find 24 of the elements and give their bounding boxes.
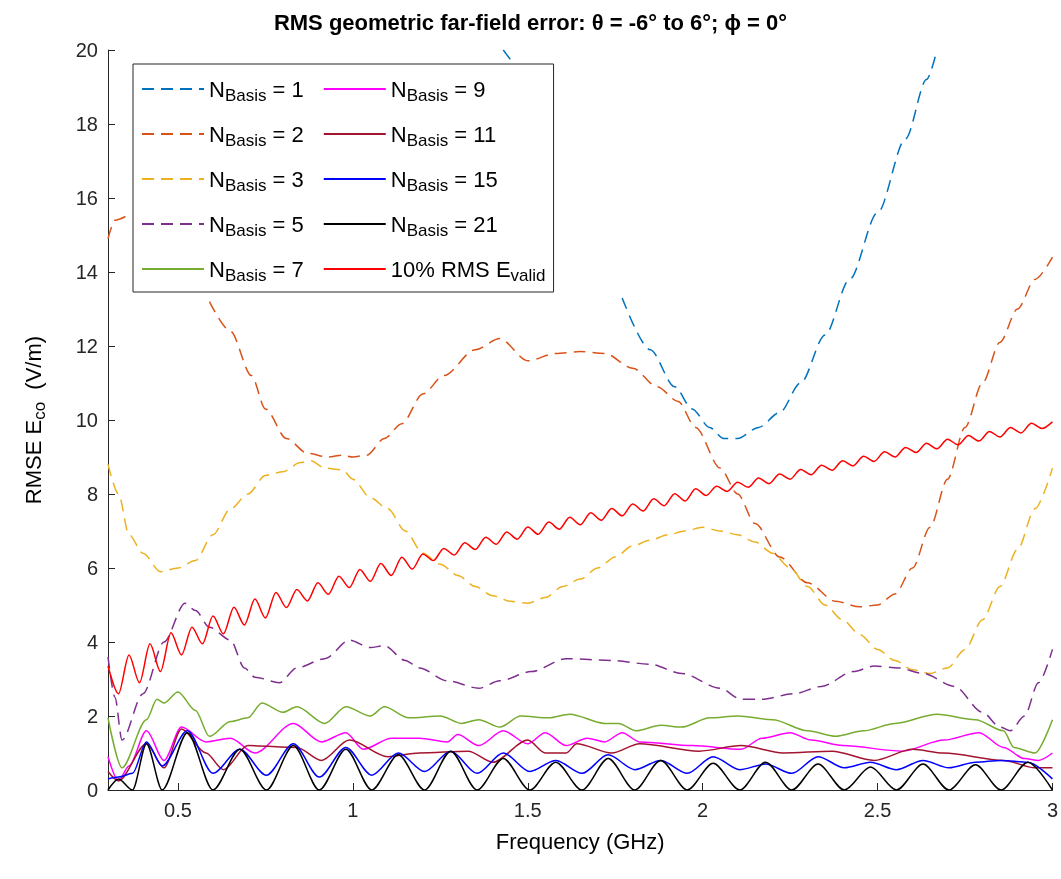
x-tick-label: 0.5 xyxy=(164,799,192,821)
y-tick-label: 20 xyxy=(75,39,98,61)
y-tick-label: 10 xyxy=(75,409,98,431)
y-tick-label: 0 xyxy=(86,779,98,801)
line-series xyxy=(107,602,1054,741)
y-tick-label: 6 xyxy=(86,557,98,579)
chart-title: RMS geometric far-field error: θ = -6° to 6°; ϕ = 0° xyxy=(273,9,788,35)
x-axis-title: Frequency (GHz) xyxy=(495,828,665,854)
x-tick-label: 1 xyxy=(347,799,359,821)
y-tick-label: 2 xyxy=(86,705,98,727)
y-tick-label: 16 xyxy=(75,187,98,209)
y-tick-label: 14 xyxy=(75,261,98,283)
line-series xyxy=(107,691,1054,769)
line-series xyxy=(107,421,1054,695)
line-series xyxy=(107,459,1054,675)
x-tick-label: 3 xyxy=(1046,799,1058,821)
y-axis-title: RMSE Eco (V/m) xyxy=(20,335,49,505)
x-tick-label: 2.5 xyxy=(863,799,892,821)
y-tick-label: 12 xyxy=(75,335,98,357)
x-tick-label: 1.5 xyxy=(513,799,542,821)
y-tick-label: 18 xyxy=(75,113,98,135)
y-tick-label: 4 xyxy=(86,631,98,653)
x-tick-label: 2 xyxy=(697,799,709,821)
y-tick-label: 8 xyxy=(86,483,98,505)
